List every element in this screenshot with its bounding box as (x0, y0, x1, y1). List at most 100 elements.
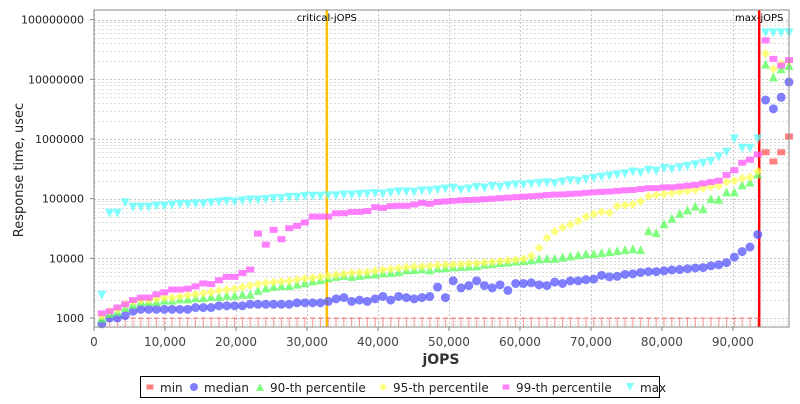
99-th-percentile-point (160, 289, 169, 296)
x-tick-label: 90,000 (712, 335, 754, 349)
99-th-percentile-point (355, 208, 364, 215)
95-th-percentile-point (643, 191, 653, 201)
max-point (159, 201, 169, 211)
99-th-percentile-point (714, 177, 723, 184)
max-point (253, 195, 263, 205)
99-th-percentile-point (269, 226, 278, 233)
min-point (614, 317, 620, 327)
min-point (638, 317, 644, 327)
90-th-percentile-point (230, 290, 240, 300)
max-point (503, 181, 513, 191)
max-point (214, 197, 224, 207)
max-point (276, 194, 286, 204)
max-point (581, 174, 591, 184)
median-point (768, 104, 778, 114)
series-median (97, 77, 794, 329)
99-th-percentile-point (636, 186, 645, 193)
95-th-percentile-point (487, 257, 497, 267)
99-th-percentile-point (550, 191, 559, 198)
max-point (776, 28, 786, 38)
min-point (216, 317, 222, 327)
min-point (489, 317, 495, 327)
min-point (208, 317, 214, 327)
99-th-percentile-point (207, 281, 216, 288)
90-th-percentile-point (550, 253, 560, 263)
median-point (550, 277, 560, 287)
median-point (440, 293, 450, 303)
90-th-percentile-point (651, 228, 661, 238)
90-th-percentile-point (675, 208, 685, 218)
max-point (518, 180, 528, 190)
90-th-percentile-point (261, 283, 271, 293)
90-th-percentile-point (612, 246, 622, 256)
max-point (558, 177, 568, 187)
90-th-percentile-point (745, 177, 755, 187)
max-point (315, 191, 325, 201)
90-th-percentile-point (542, 253, 552, 263)
median-point (667, 265, 677, 275)
95-th-percentile-point (417, 262, 427, 272)
95-th-percentile-point (276, 276, 286, 286)
median-point (144, 304, 154, 314)
min-point (513, 317, 519, 327)
max-point (401, 187, 411, 197)
min-point (677, 317, 683, 327)
median-point (565, 276, 575, 286)
max-point (612, 170, 622, 180)
max-point (323, 191, 333, 201)
median-point (604, 272, 614, 282)
max-point (198, 199, 208, 209)
max-point (261, 194, 271, 204)
median-point (495, 280, 505, 290)
median-point (245, 299, 255, 309)
min-point (567, 317, 573, 327)
median-point (698, 263, 708, 273)
min-point (458, 317, 464, 327)
max-point (761, 28, 771, 38)
max-point (386, 188, 396, 198)
max-point (97, 290, 107, 300)
median-point (487, 283, 497, 293)
95-th-percentile-point (581, 212, 591, 222)
95-th-percentile-point (558, 222, 568, 232)
median-point (214, 301, 224, 311)
min-point (528, 317, 534, 327)
min-point (716, 317, 722, 327)
90-th-percentile-point (706, 194, 716, 204)
median-point (597, 270, 607, 280)
min-point (708, 317, 714, 327)
median-point (394, 291, 404, 301)
min-point (411, 317, 417, 327)
99-th-percentile-point (597, 188, 606, 195)
95-th-percentile-point (230, 284, 240, 294)
min-point (193, 317, 199, 327)
95-th-percentile-point (737, 173, 747, 183)
min-point (661, 317, 667, 327)
95-th-percentile-point (526, 251, 536, 261)
99-th-percentile-point (113, 304, 122, 311)
min-point (481, 317, 487, 327)
min-point (560, 317, 566, 327)
legend-swatch-min (146, 384, 154, 390)
grid (94, 10, 789, 327)
median-point (206, 303, 216, 313)
99-th-percentile-point (417, 199, 426, 206)
min-point (700, 317, 706, 327)
median-point (433, 282, 443, 292)
95-th-percentile-point (261, 278, 271, 288)
99-th-percentile-point (363, 208, 372, 215)
95-th-percentile-point (206, 287, 216, 297)
max-point (355, 189, 365, 199)
max-point (370, 189, 380, 199)
95-th-percentile-point (495, 256, 505, 266)
min-point (669, 317, 675, 327)
max-point (737, 143, 747, 153)
max-point (511, 180, 521, 190)
99-th-percentile-point (222, 273, 231, 280)
max-point (206, 198, 216, 208)
plot-background (94, 10, 789, 327)
min-point (442, 317, 448, 327)
series-90-th-percentile (97, 59, 794, 323)
min-point (325, 317, 331, 327)
median-point (378, 291, 388, 301)
